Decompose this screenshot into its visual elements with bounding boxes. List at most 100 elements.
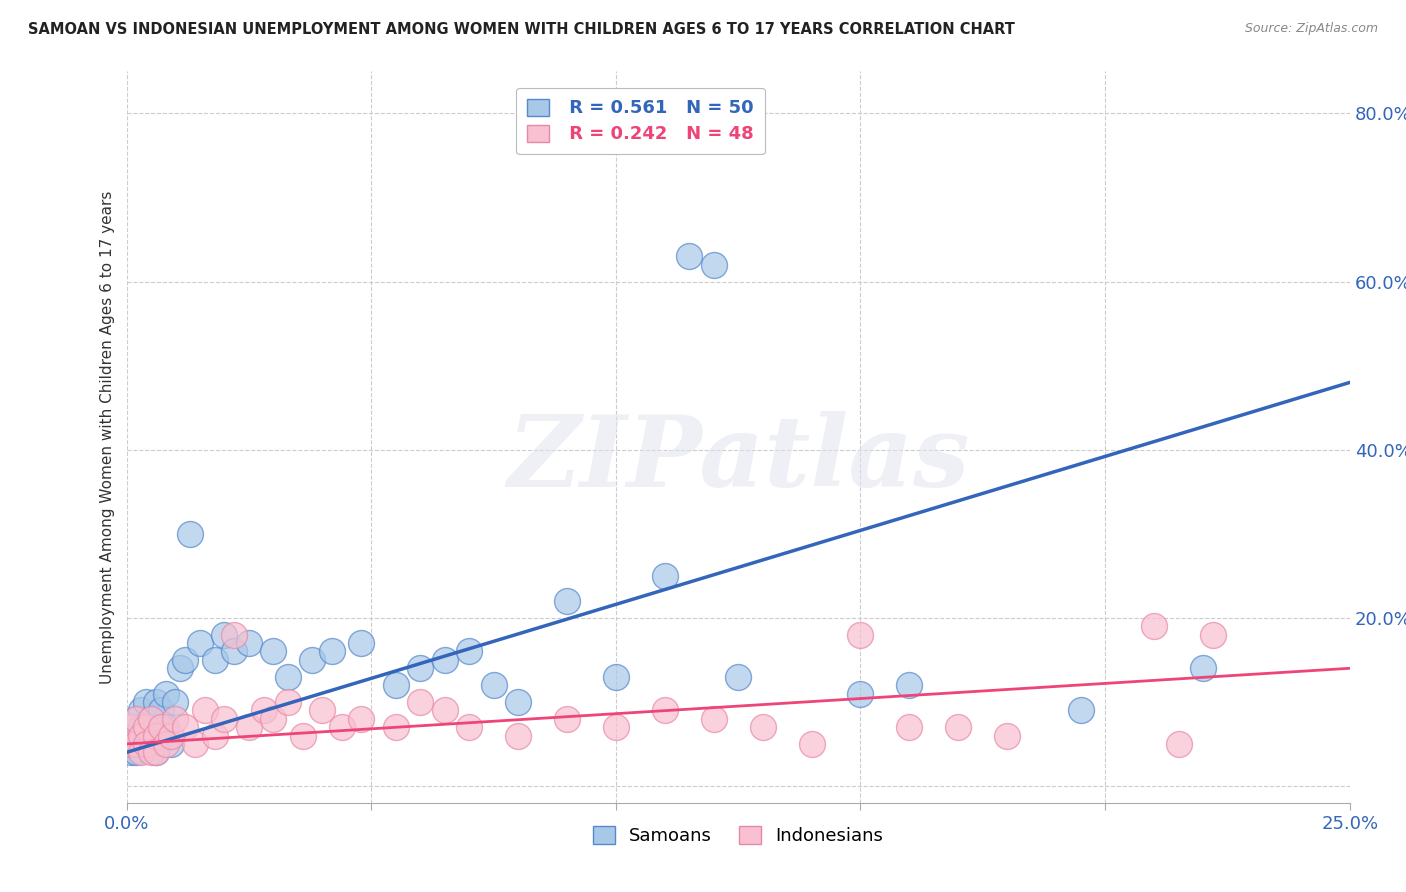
Point — [135, 737, 157, 751]
Point — [125, 712, 148, 726]
Point — [155, 686, 177, 700]
Point — [898, 720, 921, 734]
Point — [145, 720, 167, 734]
Point — [120, 737, 142, 751]
Point — [125, 712, 148, 726]
Point — [1070, 703, 1092, 717]
Point — [654, 569, 676, 583]
Point — [384, 720, 406, 734]
Point — [277, 695, 299, 709]
Point — [135, 720, 157, 734]
Point — [155, 720, 177, 734]
Point — [1167, 737, 1189, 751]
Point — [506, 729, 529, 743]
Point — [129, 745, 152, 759]
Point — [139, 745, 162, 759]
Point — [149, 729, 172, 743]
Point — [482, 678, 505, 692]
Point — [165, 695, 187, 709]
Point — [224, 644, 246, 658]
Point — [179, 526, 201, 541]
Point — [898, 678, 921, 692]
Point — [703, 712, 725, 726]
Text: SAMOAN VS INDONESIAN UNEMPLOYMENT AMONG WOMEN WITH CHILDREN AGES 6 TO 17 YEARS C: SAMOAN VS INDONESIAN UNEMPLOYMENT AMONG … — [28, 22, 1015, 37]
Point — [120, 729, 142, 743]
Point — [165, 712, 187, 726]
Point — [204, 729, 226, 743]
Point — [252, 703, 274, 717]
Point — [458, 720, 481, 734]
Point — [849, 686, 872, 700]
Point — [262, 644, 284, 658]
Point — [678, 249, 700, 263]
Point — [224, 627, 246, 641]
Point — [145, 745, 167, 759]
Point — [301, 653, 323, 667]
Y-axis label: Unemployment Among Women with Children Ages 6 to 17 years: Unemployment Among Women with Children A… — [100, 190, 115, 684]
Point — [214, 627, 236, 641]
Point — [135, 695, 157, 709]
Point — [654, 703, 676, 717]
Point — [321, 644, 343, 658]
Point — [433, 703, 456, 717]
Point — [184, 737, 207, 751]
Point — [139, 737, 162, 751]
Point — [169, 661, 191, 675]
Point — [214, 712, 236, 726]
Point — [995, 729, 1018, 743]
Point — [120, 745, 142, 759]
Point — [605, 670, 627, 684]
Point — [129, 729, 152, 743]
Point — [291, 729, 314, 743]
Point — [433, 653, 456, 667]
Point — [727, 670, 749, 684]
Point — [1192, 661, 1215, 675]
Legend: Samoans, Indonesians: Samoans, Indonesians — [586, 819, 890, 852]
Point — [174, 653, 197, 667]
Point — [135, 729, 157, 743]
Point — [145, 745, 167, 759]
Point — [145, 729, 167, 743]
Point — [350, 712, 373, 726]
Point — [159, 737, 181, 751]
Point — [277, 670, 299, 684]
Point — [409, 695, 432, 709]
Point — [159, 729, 181, 743]
Point — [194, 703, 217, 717]
Point — [330, 720, 353, 734]
Point — [129, 720, 152, 734]
Point — [174, 720, 197, 734]
Point — [605, 720, 627, 734]
Point — [129, 703, 152, 717]
Point — [125, 737, 148, 751]
Text: ZIPatlas: ZIPatlas — [508, 411, 969, 508]
Point — [849, 627, 872, 641]
Point — [703, 258, 725, 272]
Point — [555, 712, 578, 726]
Point — [800, 737, 823, 751]
Point — [1202, 627, 1225, 641]
Point — [555, 594, 578, 608]
Point — [384, 678, 406, 692]
Point — [409, 661, 432, 675]
Point — [120, 737, 142, 751]
Point — [1143, 619, 1166, 633]
Point — [125, 745, 148, 759]
Point — [139, 712, 162, 726]
Text: Source: ZipAtlas.com: Source: ZipAtlas.com — [1244, 22, 1378, 36]
Point — [139, 712, 162, 726]
Point — [238, 636, 260, 650]
Point — [238, 720, 260, 734]
Point — [120, 720, 142, 734]
Point — [751, 720, 773, 734]
Point — [311, 703, 333, 717]
Point — [506, 695, 529, 709]
Point — [149, 720, 172, 734]
Point — [350, 636, 373, 650]
Point — [948, 720, 970, 734]
Point — [149, 703, 172, 717]
Point — [262, 712, 284, 726]
Point — [125, 729, 148, 743]
Point — [145, 695, 167, 709]
Point — [458, 644, 481, 658]
